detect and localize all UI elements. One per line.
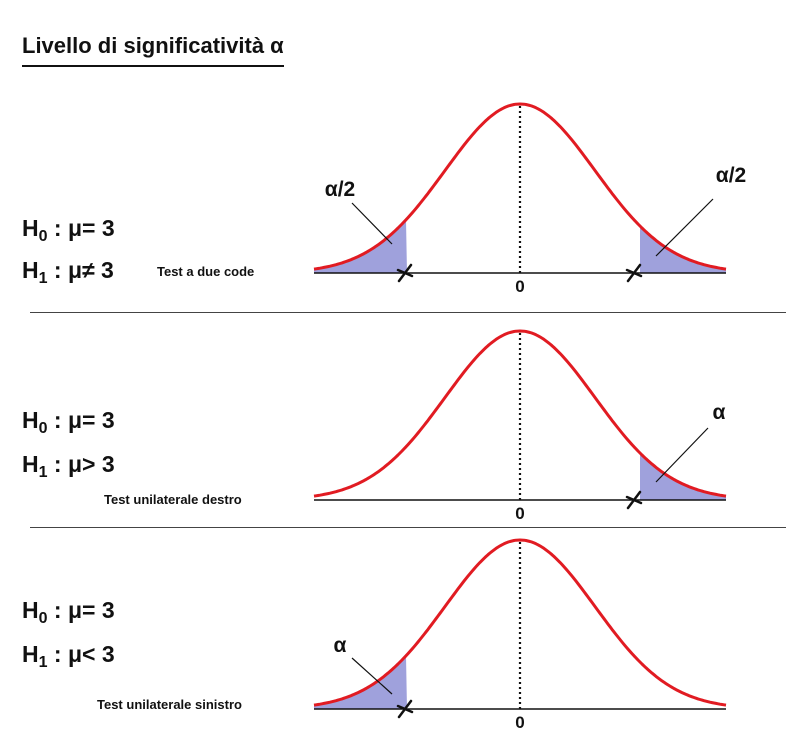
- section-divider: [30, 312, 786, 313]
- critical-value-mark: [625, 268, 643, 278]
- right-alpha-label: α/2: [716, 164, 746, 187]
- two-tailed-panel: 0 α/2 α/2: [313, 102, 746, 296]
- left-alpha-pointer: [351, 657, 393, 695]
- mean-label: 0: [515, 504, 524, 523]
- normal-curve: [313, 538, 727, 707]
- null-hypothesis: H0 : μ= 3: [22, 597, 115, 627]
- right-rejection-region: [640, 453, 726, 500]
- test-type-label: Test a due code: [157, 264, 255, 279]
- right-alpha-pointer: [655, 198, 714, 257]
- alternative-hypothesis: H1 : μ≠ 3: [22, 257, 114, 287]
- critical-value-mark: [396, 704, 414, 714]
- right-alpha-pointer: [655, 427, 709, 483]
- null-hypothesis: H0 : μ= 3: [22, 407, 115, 437]
- left-tailed-panel: 0α: [313, 538, 727, 732]
- mean-label: 0: [515, 713, 524, 732]
- right-tailed-panel: 0α: [313, 329, 727, 523]
- right-rejection-region: [640, 226, 726, 273]
- right-alpha-label: α: [713, 401, 726, 424]
- alternative-hypothesis: H1 : μ< 3: [22, 641, 115, 671]
- left-alpha-pointer: [351, 202, 393, 245]
- left-rejection-region: [314, 655, 407, 709]
- section-divider: [30, 527, 786, 528]
- left-alpha-label: α/2: [325, 178, 355, 201]
- normal-curve: [313, 329, 727, 498]
- left-alpha-label: α: [334, 634, 347, 657]
- test-type-label: Test unilaterale destro: [104, 492, 242, 507]
- page-title: Livello di significatività α: [22, 33, 284, 67]
- null-hypothesis: H0 : μ= 3: [22, 215, 115, 245]
- critical-value-mark: [625, 495, 643, 505]
- critical-value-mark: [396, 268, 414, 278]
- normal-curve: [313, 102, 727, 271]
- mean-label: 0: [515, 277, 524, 296]
- left-rejection-region: [314, 219, 407, 273]
- test-type-label: Test unilaterale sinistro: [97, 697, 242, 712]
- alternative-hypothesis: H1 : μ> 3: [22, 451, 115, 481]
